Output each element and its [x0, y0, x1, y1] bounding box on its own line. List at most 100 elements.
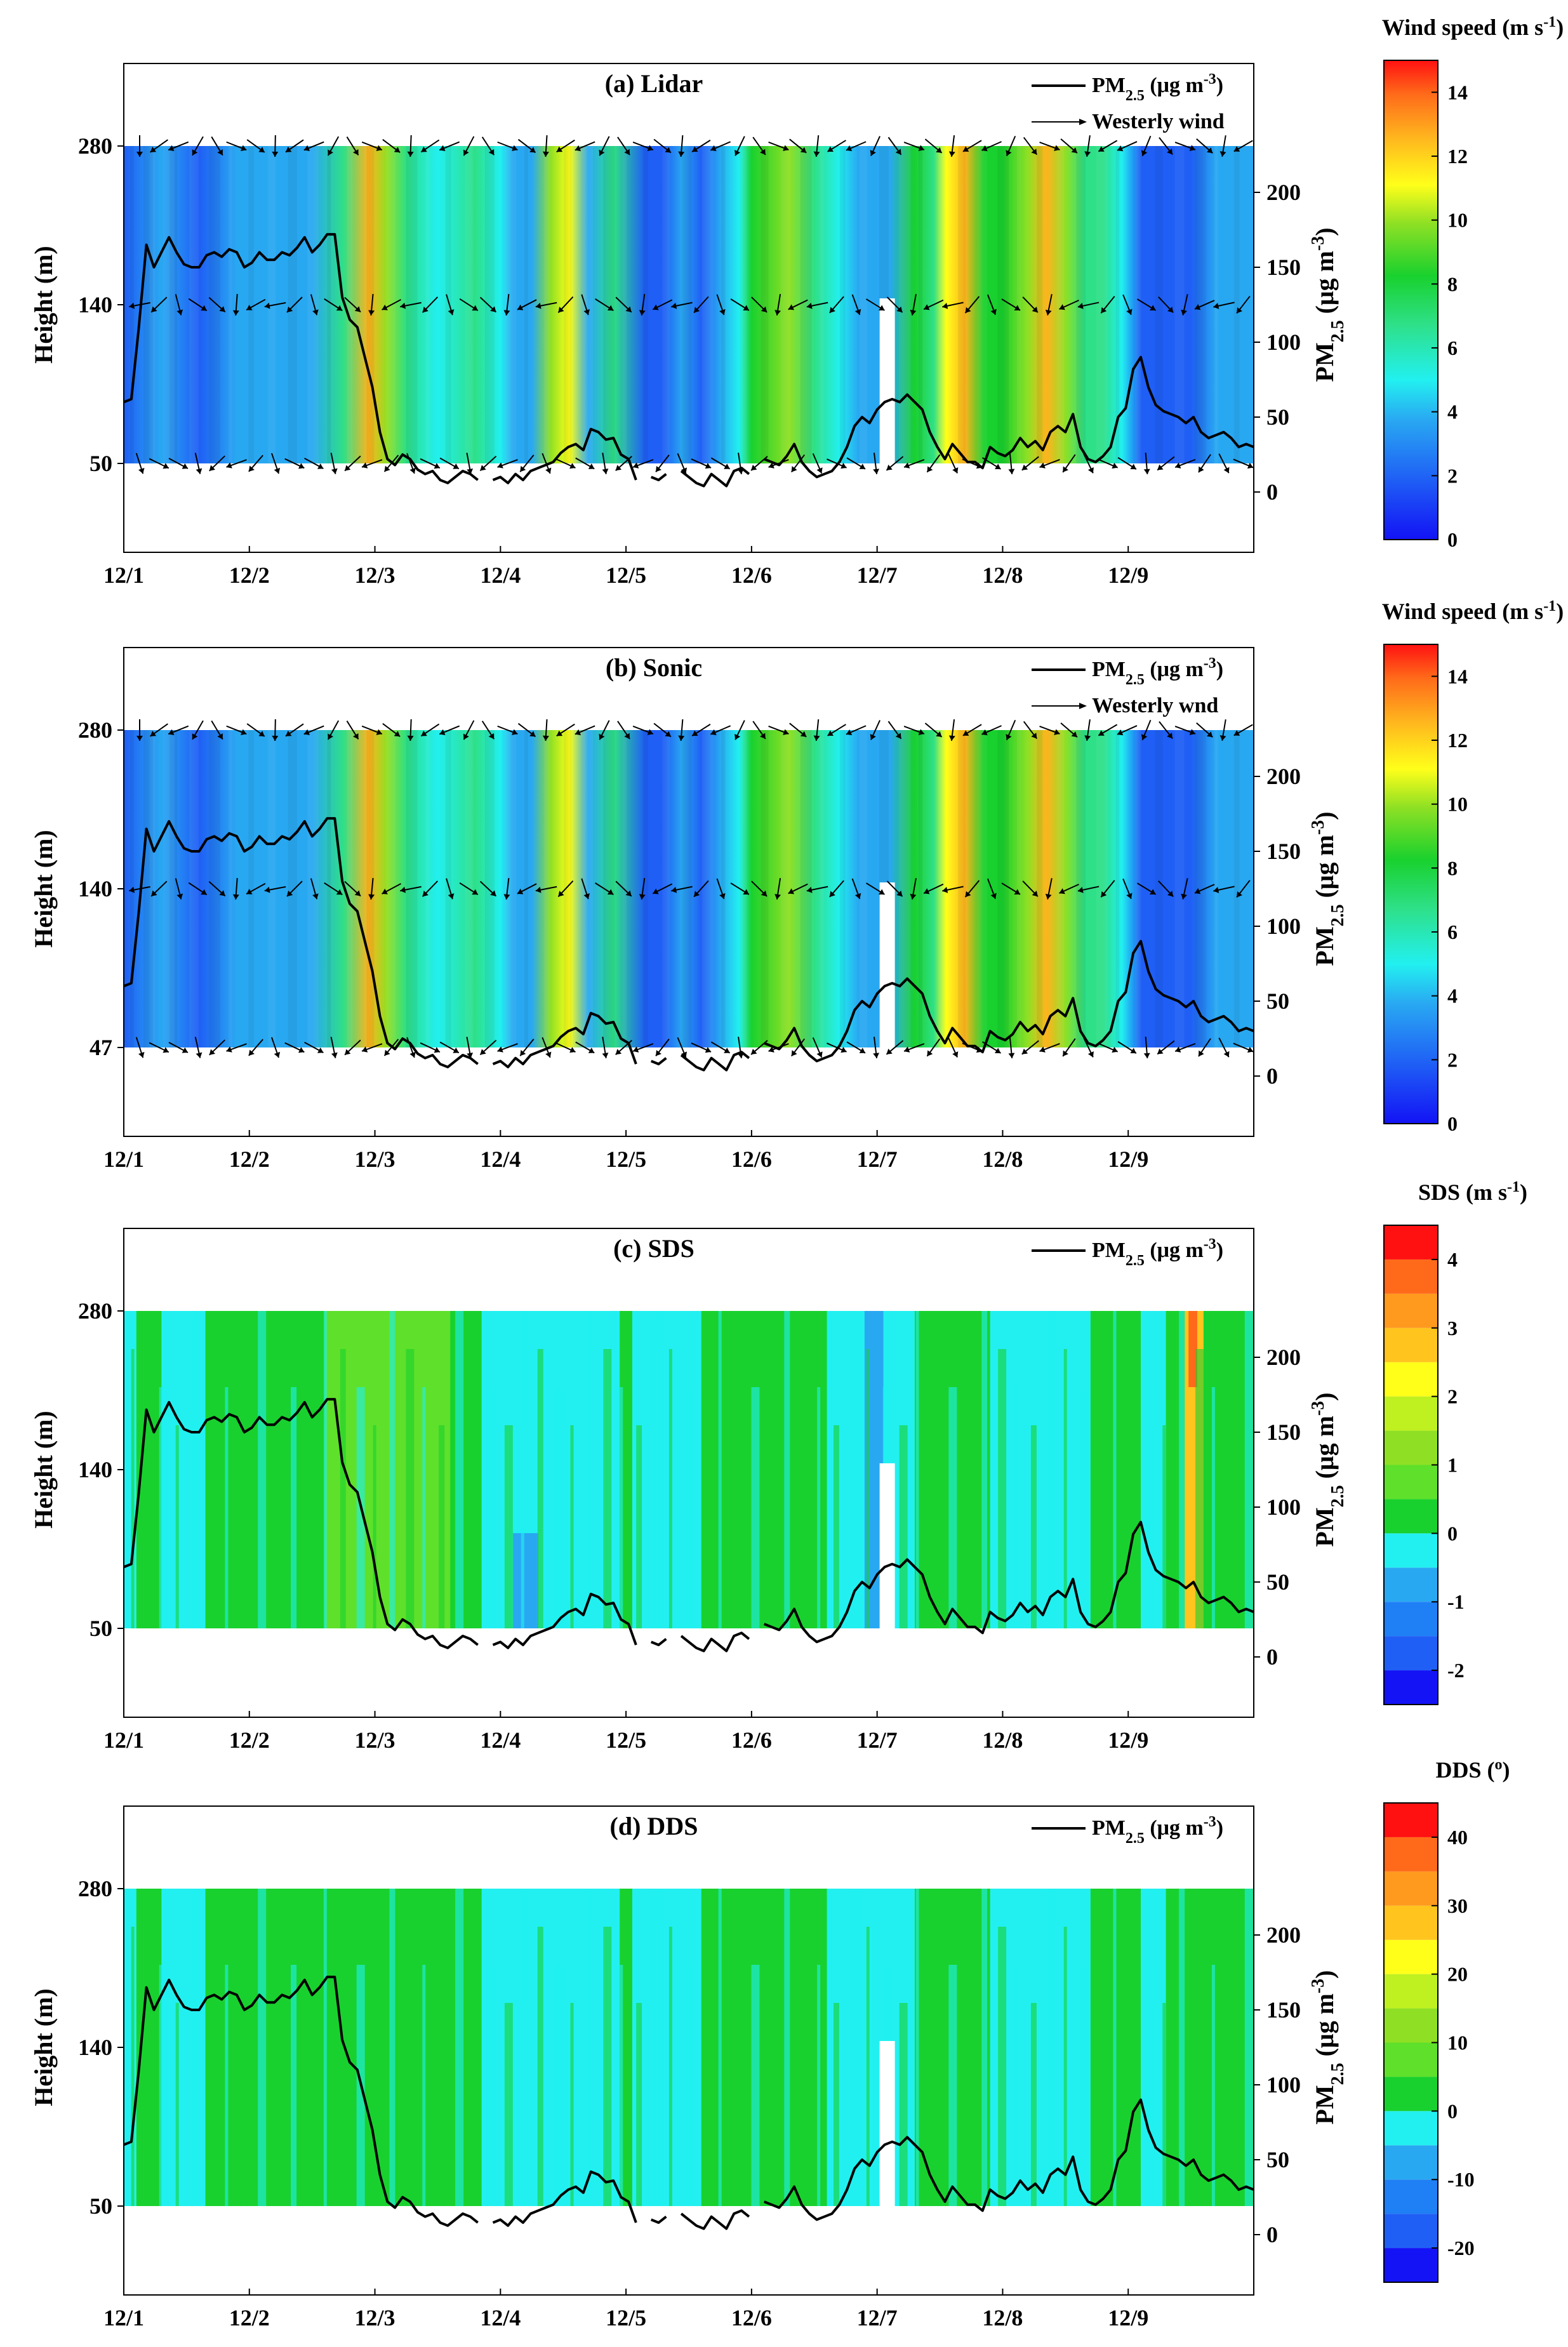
heat-streak	[1244, 1311, 1253, 1628]
heat-streak	[1244, 1889, 1253, 2206]
heat-streak	[899, 1425, 908, 1628]
colorbar-tick-label: 6	[1447, 921, 1458, 943]
heat-streak	[484, 146, 495, 463]
heat-streak	[866, 1927, 870, 2206]
wind-arrow-head	[151, 306, 157, 312]
x-tick-label: 12/7	[857, 2305, 898, 2330]
panel-title: (d) DDS	[610, 1812, 698, 1840]
heat-streak	[718, 1889, 722, 2206]
heat-streak	[849, 1311, 858, 1628]
wind-arrow-head	[942, 886, 948, 893]
wind-arrow-head	[1175, 462, 1181, 469]
wind-arrow-head	[671, 302, 677, 309]
heat-streak	[248, 730, 255, 1047]
wind-arrow-head	[246, 304, 253, 310]
wind-arrow-head	[1130, 463, 1136, 470]
heat-streak	[504, 1425, 513, 1628]
heat-streak	[603, 1349, 612, 1628]
y2-tick-label: 100	[1266, 1494, 1301, 1520]
heat-streak	[169, 730, 177, 1047]
heat-streak	[866, 1349, 870, 1628]
wind-arrow-head	[602, 1053, 609, 1058]
x-tick-label: 12/6	[731, 1147, 772, 1172]
wind-arrow-head	[490, 890, 496, 896]
wind-arrow-head	[407, 735, 414, 741]
heat-streak	[323, 1311, 327, 1628]
panel-b: (b) Sonic PM2.5 (μg m-3)Westerly wnd28014…	[29, 598, 1564, 1172]
colorbar-segment	[1384, 2077, 1438, 2111]
wind-arrow-head	[705, 1047, 712, 1053]
wind-arrow-head	[448, 309, 455, 316]
heat-streak	[948, 1387, 957, 1628]
heat-streak	[603, 146, 615, 463]
heat-streak	[721, 730, 726, 1047]
missing-data-gap	[879, 1463, 895, 1628]
heat-streak	[189, 730, 199, 1047]
heat-streak	[1017, 730, 1021, 1047]
heat-streak	[307, 730, 319, 1047]
wind-arrow-head	[517, 304, 524, 310]
heat-streak	[653, 1311, 661, 1628]
heat-streak	[623, 730, 627, 1047]
wind-arrow-head	[1223, 1051, 1230, 1058]
wind-arrow-head	[800, 731, 807, 737]
wind-arrow-head	[599, 733, 605, 740]
heat-streak	[258, 1311, 267, 1628]
heat-streak	[389, 1311, 395, 1628]
heat-streak	[701, 730, 714, 1047]
missing-data-gap	[879, 2041, 895, 2206]
heat-streak	[521, 1889, 524, 2206]
wind-arrow-head	[453, 463, 459, 469]
heat-streak	[1080, 1965, 1086, 2206]
heat-streak	[1211, 1965, 1215, 2206]
wind-arrow-head	[927, 466, 933, 472]
heat-streak	[997, 146, 1009, 463]
wind-arrow-head	[354, 890, 361, 896]
wind-arrow-head	[512, 145, 518, 151]
heat-streak	[504, 730, 516, 1047]
wind-arrow-head	[1130, 1047, 1136, 1054]
y-axis-title: Height (m)	[29, 246, 58, 364]
heat-streak	[488, 1965, 494, 2206]
wind-arrow-head	[362, 1046, 368, 1053]
heat-streak	[422, 1387, 426, 1628]
colorbar-segment	[1384, 1293, 1438, 1328]
wind-arrow-head	[490, 306, 496, 312]
wind-arrow-head	[394, 731, 401, 737]
wind-arrow-head	[1014, 305, 1020, 310]
wind-arrow-head	[846, 729, 853, 736]
heat-streak	[981, 1889, 988, 2206]
x-tick-label: 12/2	[229, 562, 270, 588]
y2-tick-label: 0	[1266, 1063, 1278, 1089]
colorbar-tick-label: 2	[1447, 464, 1458, 487]
wind-arrow-head	[209, 1049, 216, 1055]
wind-arrow-head	[545, 467, 552, 474]
wind-arrow-head	[829, 891, 835, 897]
x-tick-label: 12/3	[355, 2305, 395, 2330]
heat-streak	[1129, 1349, 1136, 1628]
heat-streak	[192, 1311, 198, 1628]
heat-streak	[653, 1889, 661, 2206]
heat-streak	[620, 1965, 623, 2206]
heat-streak	[741, 730, 747, 1047]
heat-streak	[587, 1889, 593, 2206]
wind-arrow-head	[656, 1050, 661, 1056]
wind-arrow-head	[529, 147, 536, 153]
colorbar-segment	[1384, 1636, 1438, 1671]
wind-arrow-head	[813, 151, 820, 157]
heat-streak	[898, 146, 910, 463]
wind-arrow-head	[520, 465, 526, 472]
heat-streak	[1113, 1311, 1117, 1628]
heat-streak	[1146, 1387, 1155, 1628]
heat-streak	[208, 1349, 217, 1628]
heat-streak	[780, 730, 790, 1047]
wind-arrow-head	[1084, 735, 1091, 741]
colorbar-tick-label: 4	[1447, 401, 1458, 423]
wind-arrow-head	[1101, 307, 1107, 314]
wind-arrow-head	[870, 150, 876, 156]
wind-arrow-head	[192, 149, 198, 156]
wind-arrow-head	[421, 730, 427, 736]
wind-arrow-head	[1181, 309, 1187, 316]
wind-arrow-head	[467, 1052, 474, 1058]
heat-streak	[208, 1927, 217, 2206]
